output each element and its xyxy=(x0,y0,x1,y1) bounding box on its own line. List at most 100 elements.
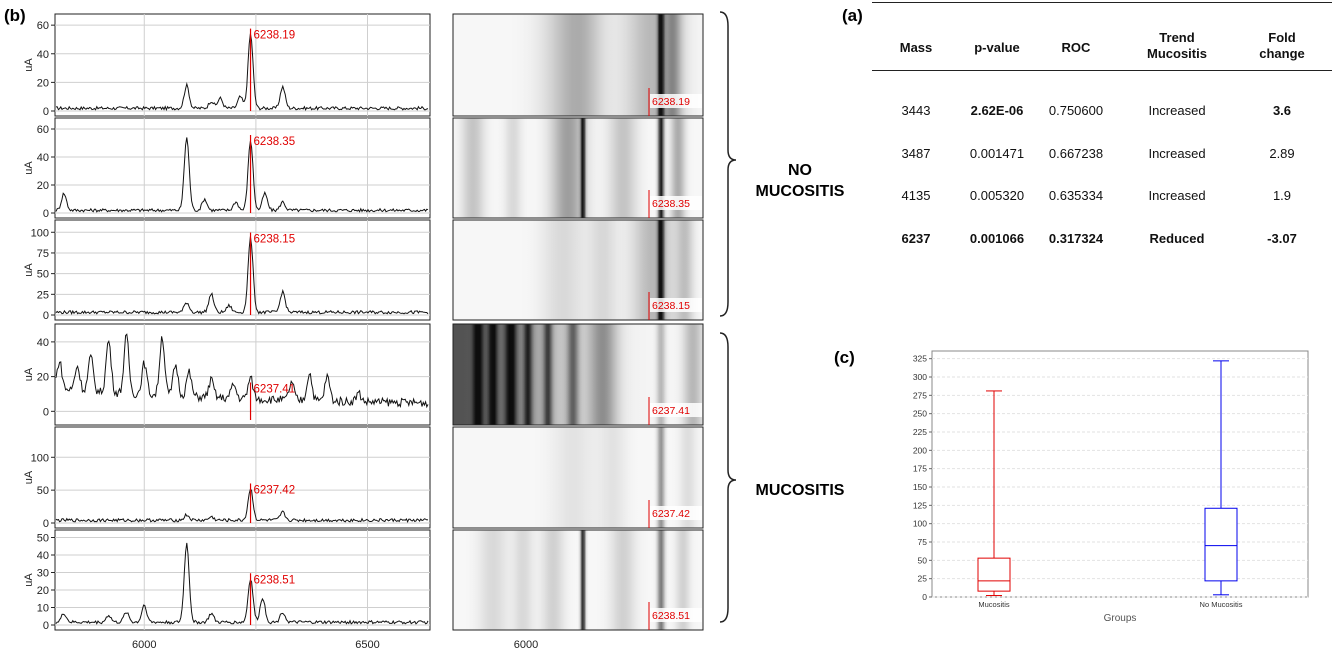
table-cell: 3487 xyxy=(901,146,931,161)
boxplot-frame xyxy=(931,350,1309,598)
x-tick-label: 6000 xyxy=(132,639,156,651)
x-category-label: No Mucositis xyxy=(1200,600,1243,609)
y-tick-label: 20 xyxy=(37,180,49,192)
panel-label-b: (b) xyxy=(4,6,26,25)
gel-lane-4: 6237.41 xyxy=(452,323,704,426)
y-tick-label: 50 xyxy=(918,555,928,565)
brace-mucositis xyxy=(719,332,737,623)
y-tick-label: 225 xyxy=(913,427,927,437)
results-table: Mass p-value ROC Trend Mucositis Fold change 34… xyxy=(872,0,1332,270)
y-tick-label: 0 xyxy=(43,106,49,118)
y-tick-label: 10 xyxy=(37,603,49,615)
y-axis-label: uA xyxy=(23,367,35,381)
table-header-cell: Trend Mucositis xyxy=(1137,30,1217,62)
gel-peak-label: 6238.15 xyxy=(652,300,690,312)
box-no-mucositis: No Mucositis xyxy=(1200,360,1243,609)
y-tick-label: 150 xyxy=(913,482,927,492)
peak-label: 6238.15 xyxy=(254,234,296,246)
header-line: Mucositis xyxy=(1147,46,1207,61)
gel-label-bg xyxy=(650,506,702,520)
gel-peak-label: 6237.42 xyxy=(652,508,690,520)
peak-label: 6238.51 xyxy=(254,574,296,586)
table-cell: Reduced xyxy=(1149,231,1205,246)
gel-lane-2: 6238.35 xyxy=(452,117,704,219)
y-axis-label: uA xyxy=(23,161,35,175)
gel-x-tick-label: 6000 xyxy=(514,639,538,651)
spectrum-trace xyxy=(55,137,429,213)
spectrum-trace xyxy=(55,333,429,409)
gel-peak-label: 6238.19 xyxy=(652,96,690,108)
peak-label: 6237.41 xyxy=(254,383,296,395)
gel-label-bg xyxy=(650,94,702,108)
y-tick-label: 0 xyxy=(43,310,49,322)
y-tick-label: 125 xyxy=(913,500,927,510)
x-axis-label: Groups xyxy=(1104,613,1137,624)
table-cell: 2.62E-06 xyxy=(970,103,1024,118)
y-tick-label: 0 xyxy=(43,406,49,418)
spectrum-trace xyxy=(55,488,429,524)
spectrum-1: 0 20 40 60 uA 6238.19 xyxy=(23,13,431,118)
table-cell: 0.317324 xyxy=(1048,231,1104,246)
y-tick-label: 40 xyxy=(37,49,49,61)
table-cell: Increased xyxy=(1148,146,1206,161)
table-cell: 6237 xyxy=(901,231,931,246)
y-tick-label: 50 xyxy=(37,269,49,281)
boxplot-panel: 0 25 50 75 100 125 150 175 200 225 250 275 300 325 Muc… xyxy=(913,350,1309,624)
peak-label: 6238.35 xyxy=(254,136,296,148)
gel-lane-1: 6238.19 xyxy=(452,13,704,117)
spectrum-frame xyxy=(54,219,431,321)
y-tick-label: 20 xyxy=(37,77,49,89)
y-tick-label: 60 xyxy=(37,124,49,136)
table-cell: 3.6 xyxy=(1272,103,1292,118)
table-cell: 0.750600 xyxy=(1048,103,1104,118)
header-line: ROC xyxy=(1061,40,1091,55)
spectrum-trace xyxy=(55,236,429,315)
table-header-cell: Mass xyxy=(886,40,946,56)
gel-lane-6: 6238.51 xyxy=(452,529,704,631)
header-line: Mass xyxy=(899,40,933,55)
spectrum-4: 0 20 40 uA 6237.41 xyxy=(23,323,431,426)
spectrum-frame xyxy=(54,529,431,631)
group-label-no: NO xyxy=(788,162,812,179)
y-tick-label: 0 xyxy=(43,620,49,632)
table-cell: 0.635334 xyxy=(1048,188,1104,203)
peak-label: 6237.42 xyxy=(254,484,296,496)
header-line: change xyxy=(1259,46,1305,61)
y-tick-label: 75 xyxy=(37,248,49,260)
y-tick-label: 20 xyxy=(37,372,49,384)
table-header-cell: Fold change xyxy=(1252,30,1312,62)
gel-peak-label: 6238.51 xyxy=(652,610,690,622)
box-mucositis: Mucositis xyxy=(977,390,1011,609)
y-tick-label: 40 xyxy=(37,337,49,349)
table-cell: -3.07 xyxy=(1267,231,1297,246)
table-cell: Increased xyxy=(1148,188,1206,203)
table-cell: 1.9 xyxy=(1272,188,1292,203)
gel-lane-3: 6238.15 xyxy=(452,219,704,321)
y-tick-label: 25 xyxy=(37,289,49,301)
y-tick-label: 40 xyxy=(37,152,49,164)
y-axis-label: uA xyxy=(23,470,35,484)
y-tick-label: 25 xyxy=(918,574,928,584)
brace-no-mucositis xyxy=(719,11,737,317)
header-line: p-value xyxy=(974,40,1020,55)
gel-peak-label: 6237.41 xyxy=(652,405,690,417)
y-tick-label: 200 xyxy=(913,445,927,455)
y-tick-label: 0 xyxy=(922,592,927,602)
y-tick-label: 100 xyxy=(31,227,49,239)
table-cell: 0.001471 xyxy=(969,146,1025,161)
y-tick-label: 0 xyxy=(43,208,49,220)
table-cell: 0.667238 xyxy=(1048,146,1104,161)
y-tick-label: 40 xyxy=(37,550,49,562)
y-tick-label: 50 xyxy=(37,485,49,497)
y-tick-label: 100 xyxy=(31,452,49,464)
y-tick-label: 0 xyxy=(43,518,49,530)
y-tick-label: 300 xyxy=(913,372,927,382)
table-header-cell: ROC xyxy=(1042,40,1110,56)
panel-label-a: (a) xyxy=(842,6,863,25)
y-tick-label: 20 xyxy=(37,585,49,597)
table-cell: 4135 xyxy=(901,188,931,203)
y-tick-label: 50 xyxy=(37,533,49,545)
table-header-cell: p-value xyxy=(962,40,1032,56)
gel-label-bg xyxy=(650,608,702,622)
group-label-mucositis-line2: MUCOSITIS xyxy=(755,183,845,200)
